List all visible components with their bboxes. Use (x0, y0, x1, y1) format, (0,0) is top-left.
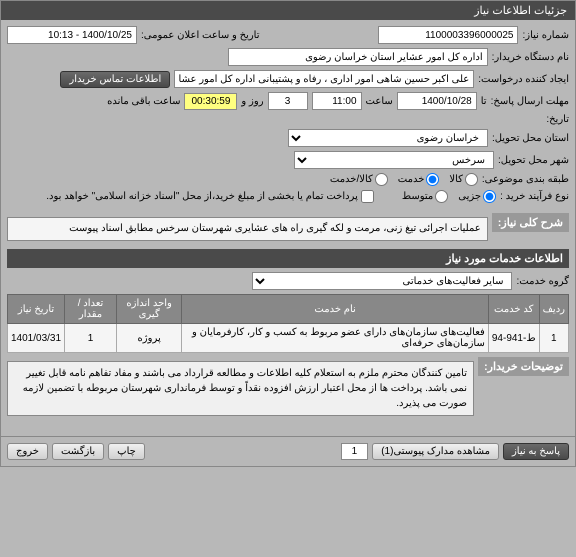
form-content: شماره نیاز: تاریخ و ساعت اعلان عمومی: نا… (1, 20, 575, 430)
category-service[interactable]: خدمت (398, 173, 440, 186)
col-name: نام خدمت (182, 295, 489, 324)
province-label: استان محل تحویل: (492, 133, 569, 144)
category-goods-label: کالا (449, 174, 463, 185)
services-header: اطلاعات خدمات مورد نیاز (7, 249, 569, 268)
purchase-medium-radio[interactable] (435, 190, 448, 203)
service-group-label: گروه خدمت: (516, 276, 569, 287)
category-radio-group: کالا خدمت کالا/خدمت (330, 173, 478, 186)
creator-label: ایجاد کننده درخواست: (478, 74, 569, 85)
footer-right: پاسخ به نیاز مشاهده مدارک پیوستی(1) 1 (341, 443, 569, 460)
purchase-minor-radio[interactable] (483, 190, 496, 203)
cell-unit: پروژه (116, 324, 181, 353)
cell-qty: 1 (65, 324, 117, 353)
cell-name: فعالیت‌های سازمان‌های دارای عضو مربوط به… (182, 324, 489, 353)
reply-date-input[interactable] (397, 92, 477, 110)
countdown-timer: 00:30:59 (184, 93, 237, 110)
col-code: کد خدمت (488, 295, 539, 324)
province-select[interactable]: خراسان رضوی (288, 129, 488, 147)
services-table: ردیف کد خدمت نام خدمت واحد اندازه گیری ت… (7, 294, 569, 353)
col-unit: واحد اندازه گیری (116, 295, 181, 324)
cell-code: ط-941-94 (488, 324, 539, 353)
window-title: جزئیات اطلاعات نیاز (474, 5, 567, 17)
general-desc-box: عملیات اجرائی تیغ زنی، مرمت و لکه گیری ر… (7, 217, 488, 241)
category-goods-service[interactable]: کالا/خدمت (330, 173, 388, 186)
reply-time-input[interactable] (312, 92, 362, 110)
datetime-input[interactable] (7, 26, 137, 44)
exit-button[interactable]: خروج (7, 443, 48, 460)
table-row: 1 ط-941-94 فعالیت‌های سازمان‌های دارای ع… (8, 324, 569, 353)
budget-checkbox-label: پرداخت تمام یا بخشی از مبلغ خرید،از محل … (46, 191, 358, 202)
col-row: ردیف (539, 295, 568, 324)
purchase-radio-group: جزیی متوسط (402, 190, 496, 203)
footer-bar: پاسخ به نیاز مشاهده مدارک پیوستی(1) 1 چا… (1, 436, 575, 466)
city-select[interactable]: سرخس (294, 151, 494, 169)
category-goods-service-radio[interactable] (375, 173, 388, 186)
need-no-input[interactable] (378, 26, 518, 44)
city-label: شهر محل تحویل: (498, 155, 569, 166)
col-qty: تعداد / مقدار (65, 295, 117, 324)
pager: 1 (341, 443, 369, 460)
category-service-radio[interactable] (426, 173, 439, 186)
view-docs-button[interactable]: مشاهده مدارک پیوستی(1) (372, 443, 499, 460)
creator-input[interactable] (174, 70, 474, 88)
purchase-minor[interactable]: جزیی (458, 190, 496, 203)
buyer-notes-box: تامین کنندگان محترم ملزم به استعلام کلیه… (7, 361, 474, 416)
title-bar: جزئیات اطلاعات نیاز (1, 1, 575, 20)
need-no-label: شماره نیاز: (522, 30, 569, 41)
reply-until: تا (481, 96, 487, 107)
cell-date: 1401/03/31 (8, 324, 65, 353)
category-service-label: خدمت (398, 174, 425, 185)
budget-checkbox[interactable] (361, 190, 374, 203)
purchase-medium[interactable]: متوسط (402, 190, 448, 203)
reply-button[interactable]: پاسخ به نیاز (503, 443, 569, 460)
footer-left: چاپ بازگشت خروج (7, 443, 145, 460)
window: جزئیات اطلاعات نیاز شماره نیاز: تاریخ و … (0, 0, 576, 467)
reply-time-label: ساعت (366, 96, 393, 107)
budget-checkbox-item[interactable]: پرداخت تمام یا بخشی از مبلغ خرید،از محل … (46, 190, 374, 203)
service-group-select[interactable]: سایر فعالیت‌های خدماتی (252, 272, 512, 290)
back-button[interactable]: بازگشت (52, 443, 104, 460)
reply-deadline-label: مهلت ارسال پاسخ: (491, 96, 569, 107)
days-unit: روز و (241, 96, 263, 107)
days-input[interactable] (268, 92, 308, 110)
datetime-label: تاریخ و ساعت اعلان عمومی: (141, 30, 260, 41)
category-goods-service-label: کالا/خدمت (330, 174, 373, 185)
purchase-type-label: نوع فرآیند خرید : (500, 191, 569, 202)
category-label: طبقه بندی موضوعی: (482, 174, 569, 185)
print-button[interactable]: چاپ (108, 443, 145, 460)
category-goods-radio[interactable] (465, 173, 478, 186)
device-name-label: نام دستگاه خریدار: (492, 52, 569, 63)
col-date: تاریخ نیاز (8, 295, 65, 324)
buyer-notes-label: توضیحات خریدار: (478, 357, 569, 376)
contact-info-button[interactable]: اطلاعات تماس خریدار (60, 71, 170, 88)
date-label: تاریخ: (546, 114, 569, 125)
cell-row: 1 (539, 324, 568, 353)
timer-note: ساعت باقی مانده (107, 96, 180, 107)
purchase-minor-label: جزیی (458, 191, 481, 202)
purchase-medium-label: متوسط (402, 191, 433, 202)
table-header-row: ردیف کد خدمت نام خدمت واحد اندازه گیری ت… (8, 295, 569, 324)
device-name-input[interactable] (228, 48, 488, 66)
general-desc-label: شرح کلی نیاز: (492, 213, 569, 232)
category-goods[interactable]: کالا (449, 173, 478, 186)
